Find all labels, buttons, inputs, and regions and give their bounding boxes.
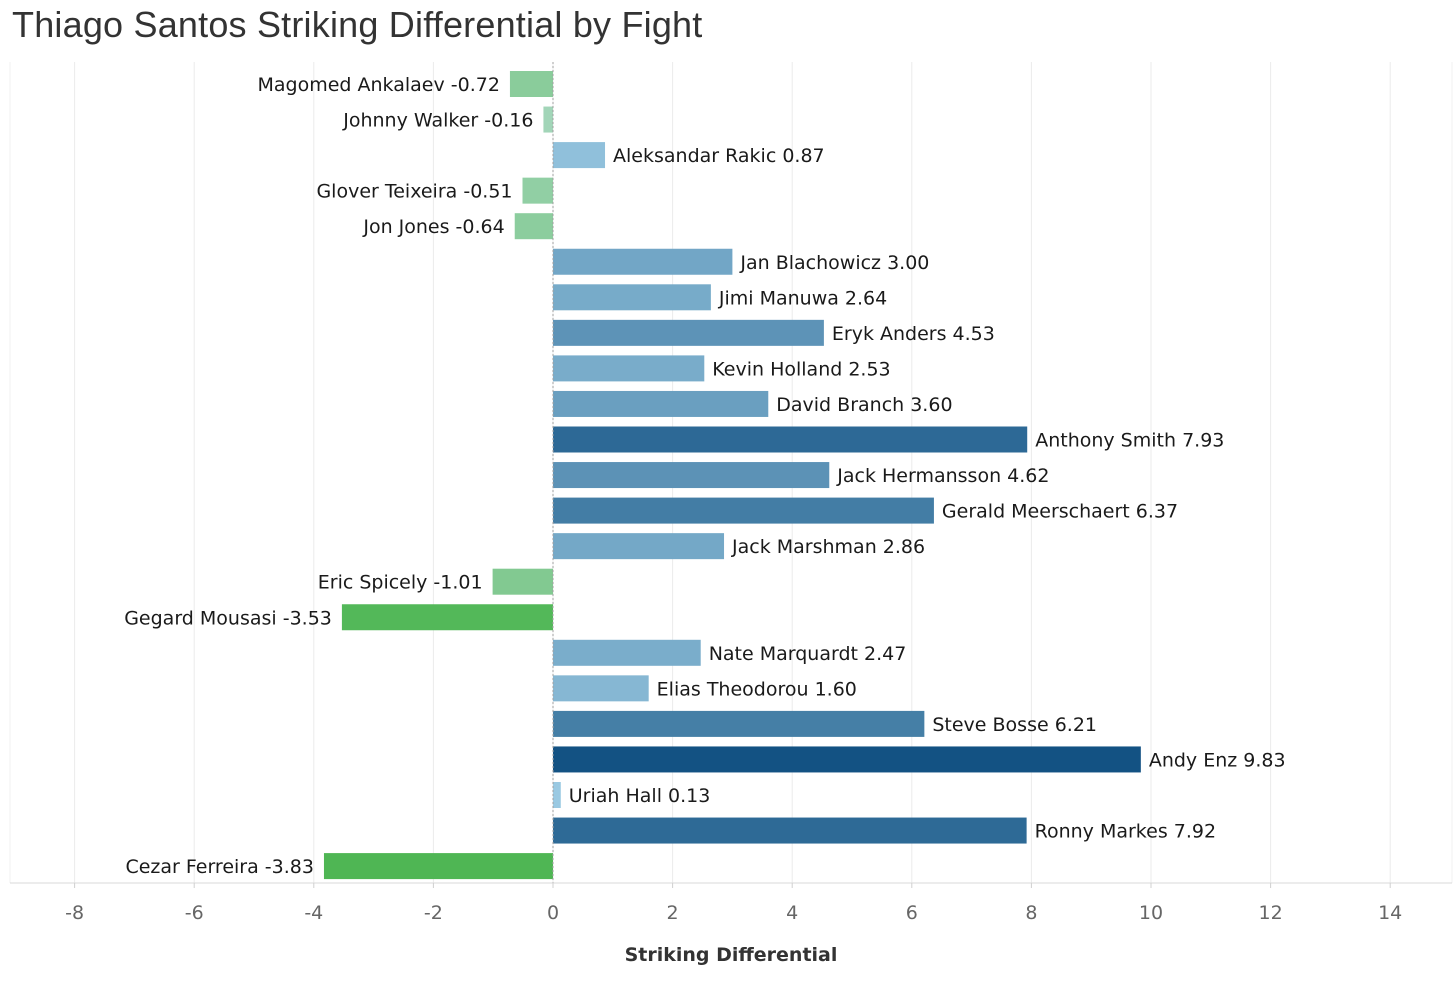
x-tick-label: 2 xyxy=(667,902,679,924)
bar xyxy=(543,106,553,133)
bar-label: Eryk Anders 4.53 xyxy=(832,323,995,345)
bar-label: Gerald Meerschaert 6.37 xyxy=(942,501,1178,523)
bar-label: Andy Enz 9.83 xyxy=(1149,749,1286,771)
bar-labels: Magomed Ankalaev -0.72 Johnny Walker -0.1… xyxy=(124,74,1285,878)
chart-title: Thiago Santos Striking Differential by F… xyxy=(12,4,703,45)
x-tick-label: 14 xyxy=(1378,902,1402,924)
x-axis: -8 -6 -4 -2 0 2 4 6 8 10 12 14 xyxy=(10,882,1452,924)
x-tick-label: 8 xyxy=(1025,902,1037,924)
bar-label: Gegard Mousasi -3.53 xyxy=(124,607,332,629)
x-tick-label: 12 xyxy=(1259,902,1283,924)
x-tick-label: -2 xyxy=(424,902,443,924)
bar xyxy=(553,284,711,311)
bar xyxy=(553,355,705,382)
bar xyxy=(323,853,553,880)
bar xyxy=(514,213,553,240)
bar xyxy=(341,604,553,631)
bar xyxy=(553,817,1027,844)
x-tick-label: -8 xyxy=(65,902,84,924)
bar-label: Jimi Manuwa 2.64 xyxy=(718,287,887,309)
bar xyxy=(553,639,701,666)
bar xyxy=(553,248,733,275)
bar xyxy=(553,533,725,560)
bar-label: Anthony Smith 7.93 xyxy=(1035,430,1224,452)
bar-label: Elias Theodorou 1.60 xyxy=(657,678,857,700)
bar xyxy=(492,568,553,595)
bar xyxy=(509,71,553,97)
bar xyxy=(553,782,561,808)
x-tick-label: 0 xyxy=(547,902,559,924)
x-tick-label: 10 xyxy=(1139,902,1163,924)
bar-label: Ronny Markes 7.92 xyxy=(1035,821,1216,843)
gridlines xyxy=(9,62,1453,883)
bar xyxy=(553,746,1141,773)
x-tick-label: 4 xyxy=(786,902,798,924)
bar-label: Steve Bosse 6.21 xyxy=(932,714,1097,736)
bar xyxy=(553,319,824,346)
bar xyxy=(553,675,649,702)
x-axis-title: Striking Differential xyxy=(625,944,838,966)
bar-label: Magomed Ankalaev -0.72 xyxy=(258,74,500,96)
bar-label: Jan Blachowicz 3.00 xyxy=(739,252,929,274)
bar-label: David Branch 3.60 xyxy=(776,394,952,416)
bar xyxy=(553,426,1028,453)
bar xyxy=(553,497,934,524)
bar xyxy=(553,390,769,417)
bar-label: Jack Marshman 2.86 xyxy=(731,536,925,558)
bar-label: Kevin Holland 2.53 xyxy=(712,358,890,380)
x-tick-label: -4 xyxy=(304,902,323,924)
bar-label: Nate Marquardt 2.47 xyxy=(709,643,907,665)
x-tick-label: 6 xyxy=(906,902,918,924)
bar xyxy=(522,177,553,204)
bar-label: Jon Jones -0.64 xyxy=(362,216,504,238)
bar-label: Glover Teixeira -0.51 xyxy=(316,181,512,203)
bar-label: Uriah Hall 0.13 xyxy=(569,785,711,807)
bars xyxy=(323,71,1141,880)
bar xyxy=(553,710,925,737)
bar-label: Eric Spicely -1.01 xyxy=(318,572,483,594)
bar-label: Jack Hermansson 4.62 xyxy=(836,465,1049,487)
bar-label: Cezar Ferreira -3.83 xyxy=(125,856,314,878)
bar-label: Johnny Walker -0.16 xyxy=(342,110,533,132)
bar xyxy=(553,142,606,169)
bar-label: Aleksandar Rakic 0.87 xyxy=(613,145,825,167)
x-tick-label: -6 xyxy=(185,902,204,924)
bar xyxy=(553,462,830,489)
